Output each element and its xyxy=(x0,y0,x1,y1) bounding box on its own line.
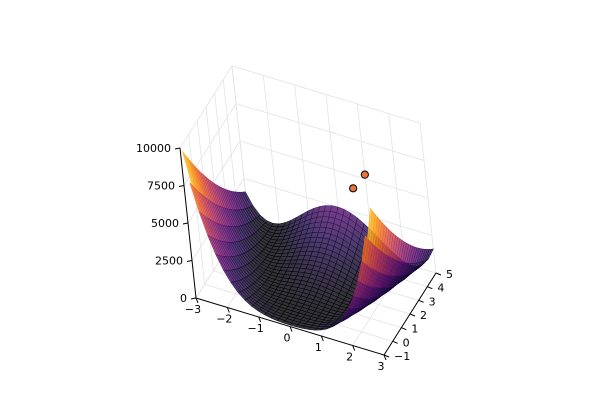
x-tick-mark xyxy=(289,326,293,332)
grid-line xyxy=(235,103,425,161)
x-tick-label: −1 xyxy=(248,322,264,335)
z-tick-label: 5000 xyxy=(151,217,179,230)
x-tick-mark xyxy=(226,307,230,313)
x-tick-mark xyxy=(383,354,387,361)
x-tick-label: 0 xyxy=(284,332,291,345)
y-tick-mark xyxy=(418,299,424,303)
x-tick-mark xyxy=(320,335,324,342)
y-tick-label: 5 xyxy=(446,268,453,281)
y-tick-label: 0 xyxy=(403,336,410,349)
y-tick-mark xyxy=(409,313,416,317)
z-tick-mark xyxy=(190,297,197,300)
x-tick-label: 2 xyxy=(346,351,353,364)
z-tick-label: 10000 xyxy=(136,142,171,155)
y-tick-mark xyxy=(435,272,442,276)
y-tick-mark xyxy=(401,327,407,331)
y-tick-label: 2 xyxy=(420,309,427,322)
z-tick-label: 0 xyxy=(180,292,187,305)
z-tick-label: 2500 xyxy=(155,255,183,268)
surface-cell xyxy=(343,307,352,317)
grid-line xyxy=(231,65,421,124)
x-tick-mark xyxy=(258,316,262,323)
grid-line xyxy=(239,140,429,199)
grid-line xyxy=(179,65,233,149)
y-tick-label: 1 xyxy=(411,323,418,336)
y-tick-mark xyxy=(383,354,390,358)
x-tick-label: −3 xyxy=(185,303,201,316)
z-tick-mark xyxy=(186,260,193,262)
data-point xyxy=(349,184,358,193)
grid-line xyxy=(187,140,241,224)
x-tick-label: 3 xyxy=(378,360,385,373)
z-tick-mark xyxy=(178,185,185,187)
y-tick-label: −1 xyxy=(394,350,410,363)
z-tick-label: 7500 xyxy=(147,180,175,193)
z-tick-mark xyxy=(174,147,181,150)
y-tick-label: 3 xyxy=(429,295,436,308)
x-tick-label: −2 xyxy=(216,313,232,326)
y-tick-label: 4 xyxy=(437,282,444,295)
x-tick-label: 1 xyxy=(315,341,322,354)
y-tick-mark xyxy=(392,340,398,344)
surface-layer xyxy=(182,150,434,331)
x-tick-mark xyxy=(195,297,199,304)
z-tick-mark xyxy=(182,222,189,225)
y-tick-mark xyxy=(427,286,433,290)
data-point xyxy=(360,170,369,179)
point-layer xyxy=(349,170,369,193)
x-tick-mark xyxy=(352,345,356,351)
